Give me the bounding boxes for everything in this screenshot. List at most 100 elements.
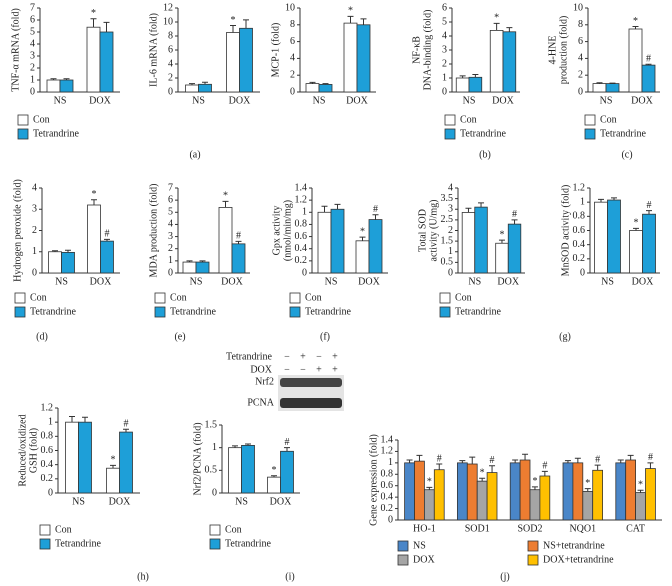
legend-swatch (14, 292, 26, 304)
error-bar (202, 81, 208, 85)
bar (489, 29, 504, 93)
y-tick-label: 6 (168, 194, 173, 205)
y-tick-label: 0 (580, 267, 585, 278)
y-tick-label: 7 (168, 182, 173, 193)
error-bar (611, 197, 617, 201)
error-bar (186, 260, 193, 263)
legend-label: Con (55, 524, 72, 535)
y-tick-label: 3 (30, 50, 35, 61)
bar (635, 492, 646, 521)
error-bar (90, 18, 97, 28)
x-tick-label: DOX (497, 276, 519, 287)
bar (502, 31, 517, 93)
y-tick-label: 1.2 (41, 402, 54, 413)
bar (645, 468, 656, 521)
bar (562, 462, 574, 521)
legend-label: NS+tetrandrine (543, 540, 605, 551)
blot-sign: − (284, 351, 290, 362)
legend-label: DOX+tetrandrine (543, 554, 614, 565)
y-tick-label: 1 (48, 416, 53, 427)
legend-label: Tetrandrine (33, 128, 80, 139)
panel-label: (i) (285, 571, 294, 582)
bar (280, 450, 294, 494)
error-bar (574, 457, 581, 463)
error-bar (50, 78, 57, 80)
error-bar (646, 210, 652, 215)
error-bar (478, 202, 485, 208)
bar (455, 77, 470, 93)
bar (330, 208, 345, 274)
annotation: # (437, 453, 442, 464)
error-bar (189, 83, 195, 85)
y-tick-label: 0.2 (573, 253, 586, 264)
error-bar (245, 443, 251, 446)
bar (641, 64, 656, 93)
legend-swatch (17, 128, 29, 140)
legend-swatch (527, 554, 539, 566)
bar (355, 240, 370, 274)
y-tick-label: 3.5 (441, 193, 454, 204)
error-bar (479, 477, 486, 482)
bar (592, 469, 604, 521)
x-tick-label: HO-1 (413, 523, 436, 534)
legend-swatch (444, 128, 456, 140)
y-axis-title: DNA-binding (fold) (422, 10, 433, 91)
bar (195, 261, 210, 274)
bar (182, 261, 197, 274)
legend-swatch (154, 292, 166, 304)
bar (61, 251, 75, 274)
annotation: * (91, 8, 96, 19)
y-axis-title: NF-κB (411, 36, 422, 64)
panel-label: (b) (479, 149, 491, 160)
y-tick-label: 5 (442, 16, 447, 27)
x-tick-label: DOX (270, 496, 292, 507)
y-tick-label: 1 (32, 246, 37, 257)
y-tick-label: 0 (30, 86, 35, 97)
nrf2-band (280, 378, 342, 387)
x-tick-label: NS (325, 276, 338, 287)
error-bar (596, 82, 603, 84)
error-bar (633, 227, 639, 231)
x-tick-label: DOX (632, 276, 654, 287)
error-bar (199, 260, 206, 263)
error-bar (541, 470, 548, 476)
legend-label: Con (30, 292, 47, 303)
y-tick-label: 0.2 (381, 503, 394, 514)
legend-label: DOX (413, 554, 435, 565)
blot-sign: + (332, 351, 338, 362)
legend-label: Con (305, 292, 322, 303)
error-bar (426, 486, 433, 490)
x-tick-label: DOX (229, 95, 251, 106)
y-tick-label: 0.6 (573, 225, 586, 236)
y-tick-label: 2 (442, 58, 447, 69)
y-tick-label: 0.4 (573, 239, 586, 250)
bar (218, 207, 233, 274)
error-bar (309, 81, 316, 84)
y-tick-label: 1 (448, 246, 453, 257)
y-tick-label: 1.4 (295, 182, 308, 193)
y-tick-label: 0.4 (381, 491, 394, 502)
y-tick-label: 1.4 (381, 434, 394, 445)
error-bar (65, 249, 71, 253)
panel-label: (f) (320, 331, 330, 342)
y-axis-title: MnSOD activity (fold) (560, 185, 571, 277)
y-tick-label: 3 (442, 44, 447, 55)
panel-label: (a) (189, 149, 200, 160)
x-tick-label: NS (72, 496, 85, 507)
x-tick-label: NS (190, 276, 203, 287)
y-axis-title: Total SOD (417, 209, 428, 252)
y-tick-label: 1.2 (381, 446, 394, 457)
y-tick-label: 6 (30, 14, 35, 25)
legend-swatch (154, 306, 166, 318)
bar (468, 76, 483, 93)
annotation: * (633, 16, 638, 27)
legend-swatch (527, 540, 539, 552)
annotation: # (373, 204, 378, 215)
legend-label: Tetrandrine (170, 306, 217, 317)
legend-label: Con (33, 114, 50, 125)
y-axis-title: Hydrogen peroxide (fold) (12, 179, 23, 282)
annotation: * (634, 218, 639, 229)
error-bar (522, 453, 529, 460)
x-tick-label: NS (192, 95, 205, 106)
y-axis-title: Nrf2/PCNA (fold) (192, 422, 203, 495)
